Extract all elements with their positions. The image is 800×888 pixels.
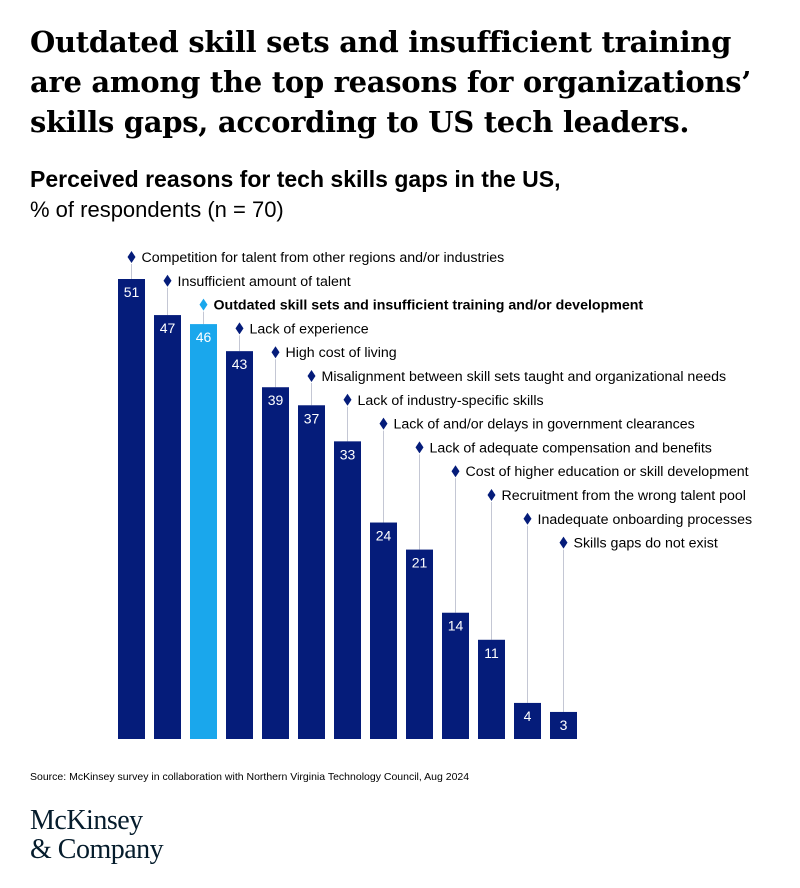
bar: [406, 549, 433, 739]
diamond-marker: [415, 441, 424, 454]
diamond-marker: [559, 536, 568, 549]
bar-value-label: 11: [484, 645, 499, 661]
bar-value-label: 37: [304, 410, 320, 426]
category-label: Insufficient amount of talent: [178, 274, 351, 290]
bar: [334, 441, 361, 739]
bar: [190, 324, 217, 739]
category-label: Lack of and/or delays in government clea…: [394, 417, 695, 433]
diamond-marker: [199, 298, 208, 311]
bar: [154, 315, 181, 739]
logo-line-1: McKinsey: [30, 805, 143, 836]
bar-value-label: 43: [232, 356, 248, 372]
category-label: High cost of living: [286, 345, 397, 361]
category-label: Misalignment between skill sets taught a…: [322, 369, 727, 385]
bar: [370, 522, 397, 739]
bar-value-label: 51: [124, 284, 140, 300]
bar: [226, 351, 253, 739]
bar: [514, 702, 541, 739]
logo-line-2: & Company: [30, 834, 164, 865]
category-label: Inadequate onboarding processes: [538, 512, 753, 528]
bar-value-label: 33: [340, 446, 356, 462]
diamond-marker: [163, 274, 172, 287]
diamond-marker: [271, 346, 280, 359]
diamond-marker: [343, 393, 352, 406]
headline: Outdated skill sets and insufficient tra…: [30, 25, 752, 139]
diamond-marker: [451, 465, 460, 478]
bar-value-label: 4: [524, 708, 532, 724]
diamond-marker: [487, 489, 496, 501]
bar: [118, 279, 145, 739]
diamond-marker: [379, 417, 388, 430]
category-label: Lack of experience: [250, 321, 369, 337]
chart-subtitle: Perceived reasons for tech skills gaps i…: [30, 166, 561, 192]
category-label: Recruitment from the wrong talent pool: [502, 488, 746, 504]
bar-value-label: 21: [412, 555, 428, 571]
diamond-marker: [127, 251, 136, 263]
diamond-marker: [235, 322, 244, 335]
bar-value-label: 47: [160, 320, 176, 336]
source-note: Source: McKinsey survey in collaboration…: [30, 771, 470, 783]
category-label: Lack of adequate compensation and benefi…: [430, 440, 712, 456]
category-label: Competition for talent from other region…: [142, 250, 505, 266]
category-label: Skills gaps do not exist: [574, 536, 718, 552]
bar-value-label: 3: [560, 717, 568, 733]
bar: [262, 387, 289, 739]
mckinsey-logo: McKinsey & Company: [30, 805, 164, 865]
diamond-marker: [523, 512, 532, 525]
chart-unit: % of respondents (n = 70): [30, 197, 284, 222]
diamond-marker: [307, 370, 316, 382]
category-label: Outdated skill sets and insufficient tra…: [214, 298, 644, 314]
bar: [298, 405, 325, 739]
category-label: Lack of industry-specific skills: [358, 393, 544, 409]
bar-chart: 51 Competition for talent from other regi…: [118, 250, 753, 739]
bar: [550, 711, 577, 739]
bar-value-label: 46: [196, 329, 212, 345]
bar: [442, 612, 469, 739]
bar-value-label: 24: [376, 528, 392, 544]
bar-value-label: 14: [448, 618, 464, 634]
bar: [478, 639, 505, 739]
bar-value-label: 39: [268, 392, 284, 408]
category-label: Cost of higher education or skill develo…: [466, 464, 749, 480]
